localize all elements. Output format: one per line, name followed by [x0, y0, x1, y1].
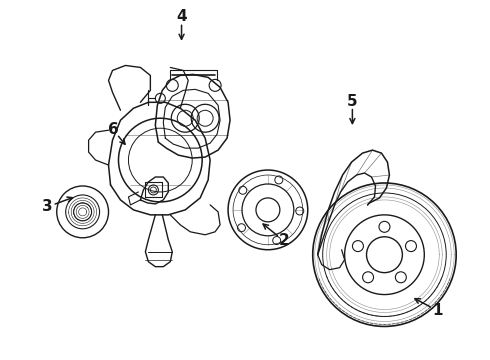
Text: 6: 6: [108, 122, 119, 137]
Circle shape: [273, 237, 281, 244]
Text: 4: 4: [176, 9, 187, 24]
Text: 3: 3: [42, 199, 52, 215]
Text: 1: 1: [433, 303, 443, 318]
Text: 2: 2: [279, 234, 290, 248]
Circle shape: [296, 207, 304, 215]
Circle shape: [239, 186, 247, 194]
Circle shape: [275, 176, 283, 184]
Text: 5: 5: [347, 94, 358, 109]
Circle shape: [238, 224, 245, 232]
